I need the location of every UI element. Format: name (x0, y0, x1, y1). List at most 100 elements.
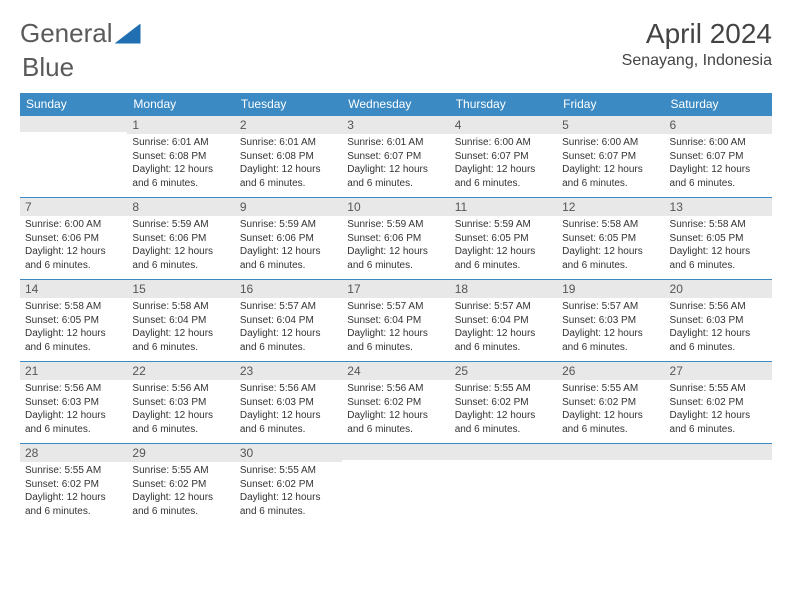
calendar-day-cell: 22Sunrise: 5:56 AMSunset: 6:03 PMDayligh… (127, 362, 234, 444)
calendar-body: 1Sunrise: 6:01 AMSunset: 6:08 PMDaylight… (20, 116, 772, 526)
day-detail-text: Sunrise: 5:55 AMSunset: 6:02 PMDaylight:… (235, 462, 342, 522)
weekday-header-row: Sunday Monday Tuesday Wednesday Thursday… (20, 93, 772, 116)
calendar-day-cell: 17Sunrise: 5:57 AMSunset: 6:04 PMDayligh… (342, 280, 449, 362)
day-number: 20 (665, 280, 772, 298)
day-detail-text: Sunrise: 6:00 AMSunset: 6:07 PMDaylight:… (665, 134, 772, 194)
day-number (665, 444, 772, 460)
day-detail-text: Sunrise: 5:55 AMSunset: 6:02 PMDaylight:… (127, 462, 234, 522)
calendar-day-cell: 23Sunrise: 5:56 AMSunset: 6:03 PMDayligh… (235, 362, 342, 444)
weekday-header: Thursday (450, 93, 557, 116)
calendar-week-row: 21Sunrise: 5:56 AMSunset: 6:03 PMDayligh… (20, 362, 772, 444)
day-number: 12 (557, 198, 664, 216)
day-number (450, 444, 557, 460)
calendar-day-cell: 25Sunrise: 5:55 AMSunset: 6:02 PMDayligh… (450, 362, 557, 444)
calendar-day-cell (665, 444, 772, 526)
day-number: 25 (450, 362, 557, 380)
calendar-day-cell: 26Sunrise: 5:55 AMSunset: 6:02 PMDayligh… (557, 362, 664, 444)
day-number: 30 (235, 444, 342, 462)
calendar-week-row: 1Sunrise: 6:01 AMSunset: 6:08 PMDaylight… (20, 116, 772, 198)
calendar-week-row: 28Sunrise: 5:55 AMSunset: 6:02 PMDayligh… (20, 444, 772, 526)
day-detail-text: Sunrise: 5:57 AMSunset: 6:04 PMDaylight:… (342, 298, 449, 358)
day-detail-text: Sunrise: 5:56 AMSunset: 6:03 PMDaylight:… (665, 298, 772, 358)
calendar-week-row: 7Sunrise: 6:00 AMSunset: 6:06 PMDaylight… (20, 198, 772, 280)
calendar-day-cell: 1Sunrise: 6:01 AMSunset: 6:08 PMDaylight… (127, 116, 234, 198)
calendar-day-cell: 4Sunrise: 6:00 AMSunset: 6:07 PMDaylight… (450, 116, 557, 198)
day-number: 29 (127, 444, 234, 462)
day-number: 10 (342, 198, 449, 216)
day-detail-text: Sunrise: 6:00 AMSunset: 6:07 PMDaylight:… (450, 134, 557, 194)
weekday-header: Wednesday (342, 93, 449, 116)
day-number (557, 444, 664, 460)
day-detail-text: Sunrise: 5:59 AMSunset: 6:05 PMDaylight:… (450, 216, 557, 276)
day-detail-text: Sunrise: 5:59 AMSunset: 6:06 PMDaylight:… (127, 216, 234, 276)
day-number: 17 (342, 280, 449, 298)
calendar-day-cell (342, 444, 449, 526)
calendar-day-cell: 18Sunrise: 5:57 AMSunset: 6:04 PMDayligh… (450, 280, 557, 362)
day-detail-text: Sunrise: 5:56 AMSunset: 6:03 PMDaylight:… (127, 380, 234, 440)
day-number: 13 (665, 198, 772, 216)
day-detail-text: Sunrise: 5:58 AMSunset: 6:05 PMDaylight:… (665, 216, 772, 276)
calendar-day-cell: 14Sunrise: 5:58 AMSunset: 6:05 PMDayligh… (20, 280, 127, 362)
calendar-day-cell: 29Sunrise: 5:55 AMSunset: 6:02 PMDayligh… (127, 444, 234, 526)
day-detail-text (342, 460, 449, 510)
calendar-day-cell: 11Sunrise: 5:59 AMSunset: 6:05 PMDayligh… (450, 198, 557, 280)
calendar-day-cell: 6Sunrise: 6:00 AMSunset: 6:07 PMDaylight… (665, 116, 772, 198)
calendar-day-cell: 27Sunrise: 5:55 AMSunset: 6:02 PMDayligh… (665, 362, 772, 444)
weekday-header: Monday (127, 93, 234, 116)
day-detail-text: Sunrise: 5:58 AMSunset: 6:04 PMDaylight:… (127, 298, 234, 358)
day-detail-text: Sunrise: 5:55 AMSunset: 6:02 PMDaylight:… (20, 462, 127, 522)
day-detail-text (557, 460, 664, 510)
day-detail-text: Sunrise: 5:55 AMSunset: 6:02 PMDaylight:… (665, 380, 772, 440)
calendar-day-cell: 24Sunrise: 5:56 AMSunset: 6:02 PMDayligh… (342, 362, 449, 444)
weekday-header: Friday (557, 93, 664, 116)
day-detail-text (20, 132, 127, 182)
day-number: 2 (235, 116, 342, 134)
day-number: 5 (557, 116, 664, 134)
day-detail-text: Sunrise: 5:57 AMSunset: 6:04 PMDaylight:… (450, 298, 557, 358)
day-detail-text: Sunrise: 5:56 AMSunset: 6:03 PMDaylight:… (235, 380, 342, 440)
location: Senayang, Indonesia (622, 52, 772, 70)
calendar-day-cell: 8Sunrise: 5:59 AMSunset: 6:06 PMDaylight… (127, 198, 234, 280)
calendar-day-cell: 7Sunrise: 6:00 AMSunset: 6:06 PMDaylight… (20, 198, 127, 280)
day-number: 1 (127, 116, 234, 134)
day-detail-text: Sunrise: 5:59 AMSunset: 6:06 PMDaylight:… (235, 216, 342, 276)
calendar-day-cell: 12Sunrise: 5:58 AMSunset: 6:05 PMDayligh… (557, 198, 664, 280)
day-number: 4 (450, 116, 557, 134)
day-number: 11 (450, 198, 557, 216)
day-number: 23 (235, 362, 342, 380)
day-number: 19 (557, 280, 664, 298)
day-detail-text: Sunrise: 5:56 AMSunset: 6:02 PMDaylight:… (342, 380, 449, 440)
calendar-day-cell: 13Sunrise: 5:58 AMSunset: 6:05 PMDayligh… (665, 198, 772, 280)
logo-triangle-icon (115, 24, 141, 44)
day-detail-text: Sunrise: 5:58 AMSunset: 6:05 PMDaylight:… (20, 298, 127, 358)
day-detail-text: Sunrise: 6:00 AMSunset: 6:06 PMDaylight:… (20, 216, 127, 276)
day-number: 28 (20, 444, 127, 462)
day-number: 7 (20, 198, 127, 216)
calendar-day-cell: 3Sunrise: 6:01 AMSunset: 6:07 PMDaylight… (342, 116, 449, 198)
day-detail-text: Sunrise: 5:59 AMSunset: 6:06 PMDaylight:… (342, 216, 449, 276)
calendar-day-cell: 15Sunrise: 5:58 AMSunset: 6:04 PMDayligh… (127, 280, 234, 362)
logo: General (20, 18, 143, 49)
calendar-week-row: 14Sunrise: 5:58 AMSunset: 6:05 PMDayligh… (20, 280, 772, 362)
day-number: 15 (127, 280, 234, 298)
day-detail-text (450, 460, 557, 510)
calendar-day-cell: 9Sunrise: 5:59 AMSunset: 6:06 PMDaylight… (235, 198, 342, 280)
day-number: 9 (235, 198, 342, 216)
day-detail-text: Sunrise: 5:56 AMSunset: 6:03 PMDaylight:… (20, 380, 127, 440)
logo-text-1: General (20, 18, 113, 49)
day-detail-text: Sunrise: 6:01 AMSunset: 6:07 PMDaylight:… (342, 134, 449, 194)
calendar-day-cell: 28Sunrise: 5:55 AMSunset: 6:02 PMDayligh… (20, 444, 127, 526)
weekday-header: Sunday (20, 93, 127, 116)
calendar-day-cell: 2Sunrise: 6:01 AMSunset: 6:08 PMDaylight… (235, 116, 342, 198)
weekday-header: Tuesday (235, 93, 342, 116)
day-number: 3 (342, 116, 449, 134)
day-detail-text (665, 460, 772, 510)
day-detail-text: Sunrise: 5:55 AMSunset: 6:02 PMDaylight:… (557, 380, 664, 440)
day-number: 27 (665, 362, 772, 380)
calendar-day-cell: 10Sunrise: 5:59 AMSunset: 6:06 PMDayligh… (342, 198, 449, 280)
day-detail-text: Sunrise: 5:57 AMSunset: 6:04 PMDaylight:… (235, 298, 342, 358)
day-detail-text: Sunrise: 6:01 AMSunset: 6:08 PMDaylight:… (235, 134, 342, 194)
calendar-day-cell: 16Sunrise: 5:57 AMSunset: 6:04 PMDayligh… (235, 280, 342, 362)
calendar-day-cell: 5Sunrise: 6:00 AMSunset: 6:07 PMDaylight… (557, 116, 664, 198)
calendar-day-cell: 21Sunrise: 5:56 AMSunset: 6:03 PMDayligh… (20, 362, 127, 444)
